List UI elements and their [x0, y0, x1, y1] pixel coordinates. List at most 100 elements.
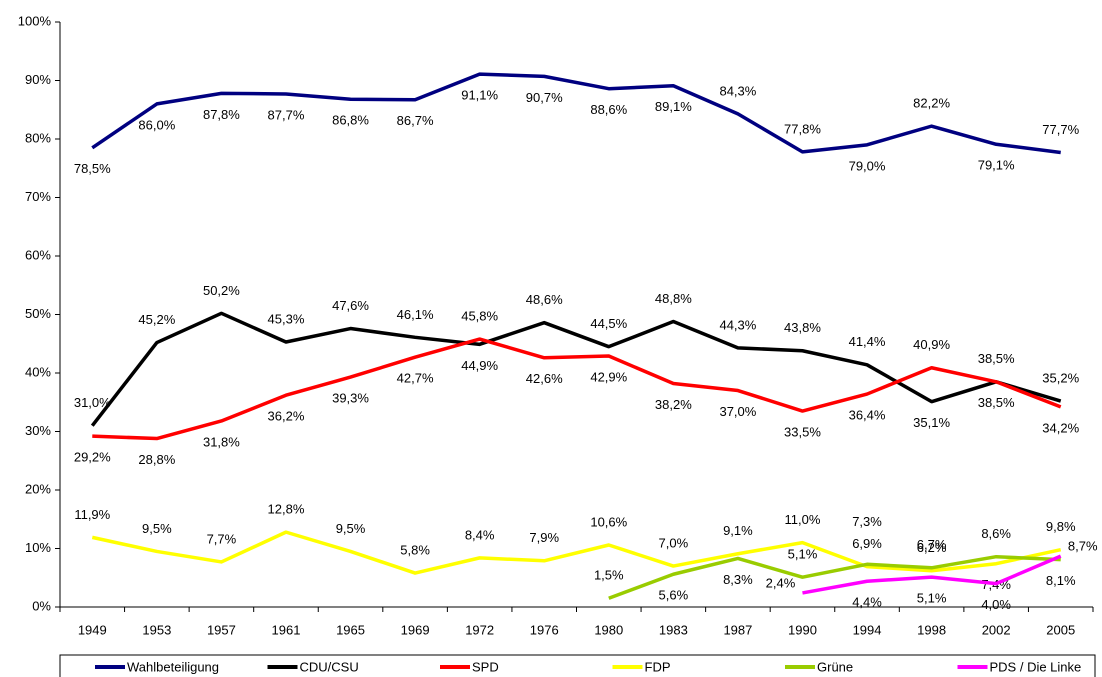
- data-label: 9,1%: [723, 523, 753, 538]
- y-tick-label: 70%: [25, 189, 51, 204]
- data-label: 88,6%: [590, 102, 627, 117]
- data-label: 29,2%: [74, 450, 111, 465]
- data-label: 9,5%: [142, 521, 172, 536]
- x-tick-label: 1961: [272, 622, 301, 637]
- data-label: 77,8%: [784, 121, 821, 136]
- data-label: 2,4%: [766, 576, 796, 591]
- data-label: 7,9%: [529, 530, 559, 545]
- data-label: 5,1%: [788, 547, 818, 562]
- x-tick-label: 1987: [723, 622, 752, 637]
- y-tick-label: 20%: [25, 481, 51, 496]
- data-label: 82,2%: [913, 96, 950, 111]
- y-tick-label: 0%: [32, 598, 51, 613]
- data-label: 48,8%: [655, 291, 692, 306]
- data-label: 86,8%: [332, 113, 369, 128]
- legend-label: FDP: [645, 659, 671, 674]
- y-tick-label: 90%: [25, 72, 51, 87]
- series-line: [92, 337, 1062, 441]
- data-label: 89,1%: [655, 99, 692, 114]
- x-tick-label: 1994: [853, 622, 882, 637]
- legend-box: [59, 654, 1096, 677]
- data-label: 4,0%: [981, 597, 1011, 612]
- data-label: 9,8%: [1046, 519, 1076, 534]
- x-tick-label: 2005: [1046, 622, 1075, 637]
- data-label: 7,3%: [852, 514, 882, 529]
- data-label: 36,2%: [268, 409, 305, 424]
- data-label: 36,4%: [849, 407, 886, 422]
- series-line: [91, 72, 1061, 155]
- data-label: 11,0%: [785, 512, 821, 527]
- legend-label: SPD: [472, 659, 499, 674]
- data-label: 39,3%: [332, 391, 369, 406]
- data-label: 42,6%: [526, 371, 563, 386]
- legend-label: PDS / Die Linke: [990, 659, 1082, 674]
- x-tick-label: 1980: [594, 622, 623, 637]
- data-label: 50,2%: [203, 283, 240, 298]
- data-label: 37,0%: [719, 404, 756, 419]
- x-tick-label: 1953: [142, 622, 171, 637]
- data-label: 86,0%: [138, 117, 175, 132]
- series-line: [90, 311, 1062, 427]
- y-tick-label: 10%: [25, 540, 51, 555]
- data-label: 8,7%: [1068, 539, 1098, 554]
- data-label: 77,7%: [1042, 122, 1079, 137]
- series-line: [91, 530, 1062, 575]
- data-label: 46,1%: [397, 307, 434, 322]
- data-label: 43,8%: [784, 320, 821, 335]
- data-label: 42,7%: [397, 371, 434, 386]
- y-tick-label: 80%: [25, 130, 51, 145]
- data-label: 35,2%: [1042, 371, 1079, 386]
- data-label: 10,6%: [590, 514, 627, 529]
- data-label: 47,6%: [332, 298, 369, 313]
- data-label: 45,8%: [461, 309, 498, 324]
- data-label: 79,0%: [849, 158, 886, 173]
- data-label: 44,3%: [719, 317, 756, 332]
- data-label: 8,4%: [465, 527, 495, 542]
- data-label: 86,7%: [397, 113, 434, 128]
- series-line: [608, 554, 1061, 600]
- data-label: 44,5%: [590, 316, 627, 331]
- data-label: 31,8%: [203, 434, 240, 449]
- y-tick-label: 50%: [25, 306, 51, 321]
- data-label: 8,3%: [723, 572, 753, 587]
- data-label: 38,5%: [978, 395, 1015, 410]
- x-tick-label: 1965: [336, 622, 365, 637]
- legend-label: Wahlbeteiligung: [127, 659, 219, 674]
- data-label: 7,0%: [659, 535, 689, 550]
- data-label: 79,1%: [978, 158, 1015, 173]
- data-label: 5,1%: [917, 591, 947, 606]
- data-label: 42,9%: [590, 369, 627, 384]
- data-label: 41,4%: [849, 334, 886, 349]
- x-tick-label: 1983: [659, 622, 688, 637]
- x-tick-label: 1949: [78, 622, 107, 637]
- data-label: 40,9%: [913, 337, 950, 352]
- data-label: 90,7%: [526, 90, 563, 105]
- legend-label: CDU/CSU: [300, 659, 359, 674]
- data-label: 35,1%: [913, 415, 950, 430]
- data-label: 6,2%: [917, 540, 947, 555]
- y-tick-label: 60%: [25, 247, 51, 262]
- data-label: 48,6%: [526, 292, 563, 307]
- data-label: 12,8%: [268, 502, 305, 517]
- data-label: 91,1%: [461, 88, 498, 103]
- data-label: 8,6%: [981, 526, 1011, 541]
- data-label: 87,7%: [268, 107, 305, 122]
- x-tick-label: 1990: [788, 622, 817, 637]
- data-label: 1,5%: [594, 568, 624, 583]
- data-label: 9,5%: [336, 521, 366, 536]
- data-label: 33,5%: [784, 424, 821, 439]
- data-label: 6,9%: [852, 536, 882, 551]
- data-label: 6,7%: [917, 537, 947, 552]
- data-label: 38,5%: [978, 351, 1015, 366]
- legend-label: Grüne: [817, 659, 853, 674]
- data-label: 44,9%: [461, 358, 498, 373]
- data-label: 28,8%: [138, 452, 175, 467]
- x-tick-label: 1972: [465, 622, 494, 637]
- x-tick-label: 1957: [207, 622, 236, 637]
- data-label: 8,1%: [1046, 573, 1076, 588]
- y-tick-label: 30%: [25, 423, 51, 438]
- data-label: 5,6%: [659, 588, 689, 603]
- data-label: 31,0%: [74, 395, 111, 410]
- data-label: 38,2%: [655, 397, 692, 412]
